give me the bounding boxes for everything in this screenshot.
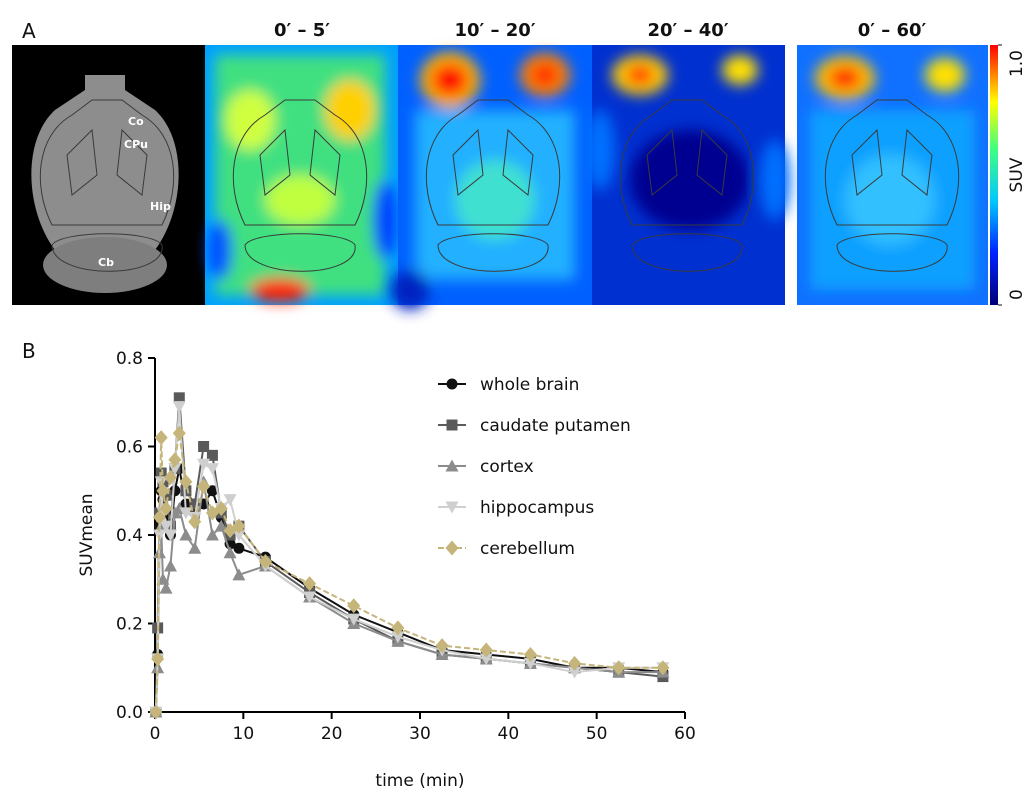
- pet-frame: [390, 45, 592, 310]
- legend-marker: [446, 541, 459, 556]
- y-tick-label: 0.6: [116, 438, 143, 458]
- y-axis-label: SUVmean: [77, 493, 97, 576]
- legend-marker: [447, 379, 458, 390]
- legend-label: whole brain: [480, 375, 579, 395]
- region-label: Hip: [150, 200, 171, 213]
- y-tick-label: 0.8: [116, 349, 143, 369]
- frame-title: 0′ – 5′: [274, 20, 330, 41]
- region-label: Co: [128, 115, 144, 128]
- panel-label: A: [22, 19, 36, 43]
- pet-frame: [585, 45, 790, 305]
- region-label: CPu: [124, 138, 148, 151]
- legend-label: cortex: [480, 457, 534, 477]
- pet-frame: [797, 45, 988, 305]
- x-axis-label: time (min): [375, 771, 464, 791]
- legend-label: caudate putamen: [480, 416, 631, 436]
- marker: [173, 426, 186, 441]
- x-tick-label: 60: [674, 724, 696, 744]
- panel-label: B: [22, 339, 36, 363]
- legend-label: hippocampus: [480, 498, 594, 518]
- frame-title: 10′ – 20′: [454, 20, 535, 41]
- y-tick-label: 0.2: [116, 615, 143, 635]
- colorbar-tick-label: 0: [1007, 289, 1024, 300]
- legend-marker: [447, 420, 458, 431]
- legend-item: cerebellum: [438, 539, 575, 559]
- marker: [173, 401, 186, 413]
- x-tick-label: 30: [409, 724, 431, 744]
- frame-title: 20′ – 40′: [647, 20, 728, 41]
- marker: [164, 559, 177, 571]
- marker: [233, 543, 244, 554]
- frame-title: 0′ – 60′: [858, 20, 927, 41]
- figure: A Co CPu Hip Cb 0′ – 5′ 10′ – 20′ 20′ – …: [0, 0, 1024, 796]
- x-tick-label: 40: [498, 724, 520, 744]
- x-tick-label: 50: [586, 724, 608, 744]
- pet-frame: [205, 45, 398, 305]
- legend-item: whole brain: [438, 375, 579, 395]
- x-tick-label: 10: [233, 724, 255, 744]
- region-label: Cb: [98, 256, 114, 269]
- x-tick-label: 20: [321, 724, 343, 744]
- y-tick-label: 0.0: [116, 703, 143, 723]
- marker: [155, 430, 168, 445]
- colorbar-label: SUV: [1007, 157, 1024, 192]
- legend-label: cerebellum: [480, 539, 575, 559]
- marker: [188, 542, 201, 554]
- marker: [206, 463, 219, 475]
- colorbar: [990, 45, 998, 305]
- legend-item: caudate putamen: [438, 416, 631, 436]
- colorbar-tick-label: 1.0: [1007, 50, 1024, 77]
- mri-image: Co CPu Hip Cb: [12, 45, 205, 305]
- legend-item: hippocampus: [438, 498, 594, 518]
- marker: [179, 529, 192, 541]
- x-tick-label: 0: [150, 724, 161, 744]
- y-tick-label: 0.4: [116, 526, 143, 546]
